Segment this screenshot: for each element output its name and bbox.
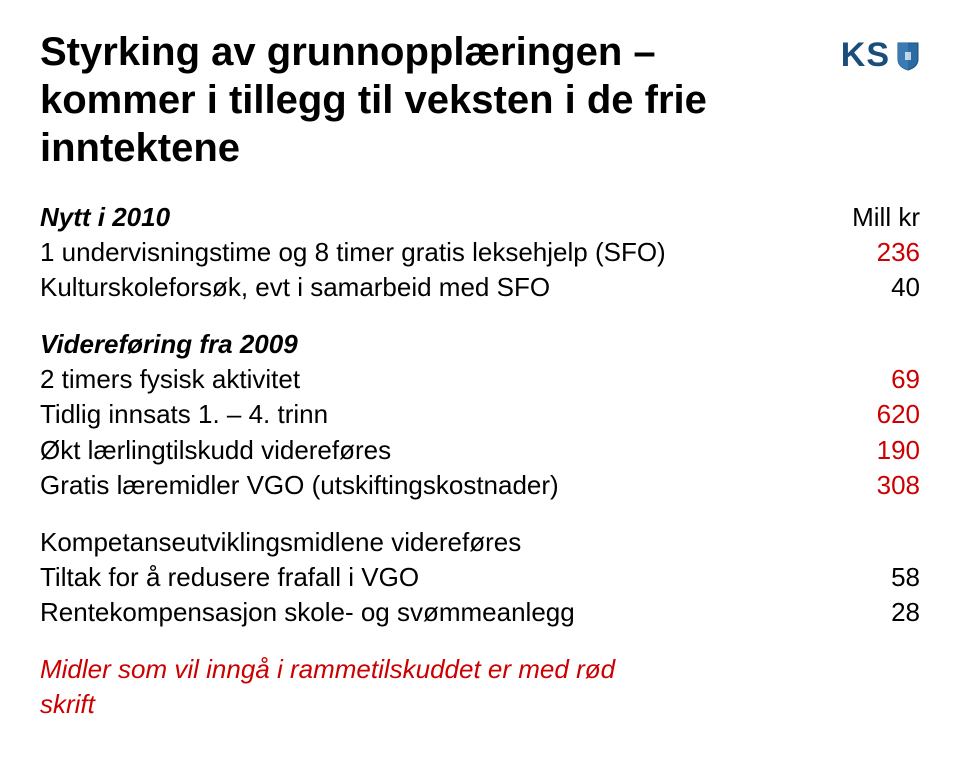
row-label: Kompetanseutviklingsmidlene videreføres	[40, 525, 800, 560]
row-val: 236	[800, 235, 920, 270]
section1-heading-val: Mill kr	[800, 200, 920, 235]
row-val: 308	[800, 468, 920, 503]
section-nytt-2010: Nytt i 2010 Mill kr 1 undervisningstime …	[40, 200, 920, 305]
row-val: 620	[800, 397, 920, 432]
table-row: 1 undervisningstime og 8 timer gratis le…	[40, 235, 920, 270]
slide-content: Nytt i 2010 Mill kr 1 undervisningstime …	[40, 200, 920, 722]
section2-heading: Videreføring fra 2009	[40, 327, 800, 362]
footer-note: Midler som vil inngå i rammetilskuddet e…	[40, 652, 920, 722]
table-row: Tidlig innsats 1. – 4. trinn 620	[40, 397, 920, 432]
row-label: Tiltak for å redusere frafall i VGO	[40, 560, 800, 595]
footer-line-2: skrift	[40, 689, 95, 719]
row-label: 1 undervisningstime og 8 timer gratis le…	[40, 235, 800, 270]
section-viderefoering: Videreføring fra 2009 2 timers fysisk ak…	[40, 327, 920, 502]
row-label: Rentekompensasjon skole- og svømmeanlegg	[40, 595, 800, 630]
row-val: 28	[800, 595, 920, 630]
footer-line-1: Midler som vil inngå i rammetilskuddet e…	[40, 654, 615, 684]
table-row: Rentekompensasjon skole- og svømmeanlegg…	[40, 595, 920, 630]
ks-logo: KS	[841, 36, 920, 75]
table-row: Tiltak for å redusere frafall i VGO 58	[40, 560, 920, 595]
row-label: Gratis læremidler VGO (utskiftingskostna…	[40, 468, 800, 503]
row-val: 69	[800, 362, 920, 397]
table-row: Kompetanseutviklingsmidlene videreføres	[40, 525, 920, 560]
row-val: 58	[800, 560, 920, 595]
section1-heading: Nytt i 2010	[40, 200, 800, 235]
table-row: Kulturskoleforsøk, evt i samarbeid med S…	[40, 270, 920, 305]
row-val: 40	[800, 270, 920, 305]
page-title: Styrking av grunnopplæringen – kommer i …	[40, 28, 800, 172]
table-row: Gratis læremidler VGO (utskiftingskostna…	[40, 468, 920, 503]
row-label: Tidlig innsats 1. – 4. trinn	[40, 397, 800, 432]
shield-icon	[896, 41, 920, 71]
row-val: 190	[800, 433, 920, 468]
table-row: Økt lærlingtilskudd videreføres 190	[40, 433, 920, 468]
title-line-2: kommer i tillegg til veksten i de frie i…	[40, 78, 707, 170]
section-kompetanse: Kompetanseutviklingsmidlene videreføres …	[40, 525, 920, 630]
table-row: 2 timers fysisk aktivitet 69	[40, 362, 920, 397]
row-label: Kulturskoleforsøk, evt i samarbeid med S…	[40, 270, 800, 305]
row-label: 2 timers fysisk aktivitet	[40, 362, 800, 397]
title-line-1: Styrking av grunnopplæringen –	[40, 30, 656, 74]
row-label: Økt lærlingtilskudd videreføres	[40, 433, 800, 468]
logo-text: KS	[841, 36, 890, 75]
